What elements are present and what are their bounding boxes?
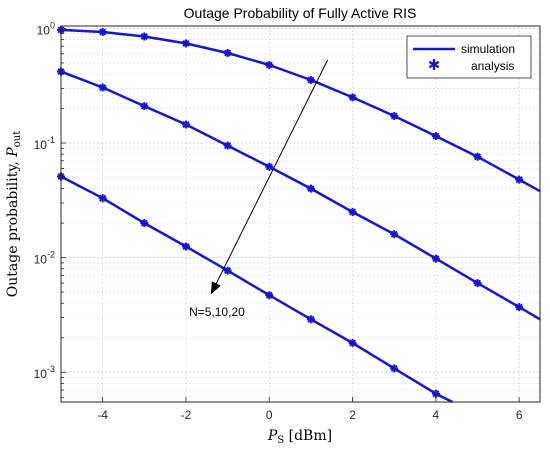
x-tick-label: -2 bbox=[181, 408, 192, 422]
y-tick-label: 10-3 bbox=[34, 364, 55, 381]
annotation-arrow-head bbox=[210, 281, 221, 295]
analysis-marker bbox=[140, 219, 149, 228]
analysis-marker bbox=[265, 162, 274, 171]
marker-stroke bbox=[432, 390, 440, 398]
analysis-marker bbox=[98, 83, 107, 92]
marker-stroke bbox=[224, 49, 232, 57]
analysis-marker bbox=[390, 112, 399, 120]
axis-ticks: -4 -2 0 2 4 6 100 10-1 10-2 10-3 bbox=[34, 20, 523, 422]
analysis-marker bbox=[348, 339, 357, 347]
analysis-marker bbox=[182, 39, 190, 48]
marker-stroke bbox=[473, 153, 482, 161]
marker-stroke bbox=[432, 132, 440, 140]
analysis-marker bbox=[348, 93, 357, 102]
legend-box bbox=[406, 35, 532, 79]
marker-stroke bbox=[99, 83, 107, 92]
marker-stroke bbox=[140, 32, 148, 41]
marker-stroke bbox=[140, 102, 148, 110]
marker-stroke bbox=[307, 315, 315, 323]
analysis-marker bbox=[306, 315, 315, 324]
analysis-marker bbox=[140, 102, 149, 111]
marker-stroke bbox=[140, 219, 148, 227]
analysis-marker bbox=[390, 230, 399, 239]
analysis-marker bbox=[223, 266, 232, 275]
analysis-marker bbox=[223, 141, 232, 150]
marker-stroke bbox=[390, 364, 398, 372]
marker-stroke bbox=[390, 230, 398, 238]
y-tick-label: 100 bbox=[37, 20, 55, 37]
analysis-marker bbox=[140, 32, 149, 41]
analysis-marker bbox=[390, 364, 399, 373]
y-axis-label: Outage probability, Pout bbox=[5, 131, 23, 297]
analysis-marker bbox=[515, 303, 524, 312]
analysis-marker bbox=[473, 279, 482, 288]
analysis-marker bbox=[265, 291, 274, 300]
legend-analysis-marker: ✱ bbox=[428, 56, 441, 74]
marker-stroke bbox=[432, 255, 440, 263]
analysis-marker bbox=[431, 254, 440, 263]
plot-background bbox=[61, 26, 540, 402]
analysis-marker bbox=[306, 76, 315, 84]
analysis-marker bbox=[515, 175, 524, 184]
marker-stroke bbox=[307, 76, 315, 84]
legend: simulation ✱ analysis bbox=[406, 35, 532, 79]
marker-stroke bbox=[390, 112, 398, 120]
analysis-marker bbox=[348, 208, 357, 216]
marker-stroke bbox=[473, 279, 482, 287]
marker-stroke bbox=[182, 39, 190, 47]
x-axis-label: PS [dBm] bbox=[267, 428, 332, 446]
marker-stroke bbox=[515, 176, 523, 184]
analysis-markers bbox=[57, 25, 524, 398]
marker-stroke bbox=[99, 194, 107, 202]
marker-stroke bbox=[224, 142, 232, 150]
x-tick-label: 0 bbox=[266, 408, 273, 422]
x-tick-label: -4 bbox=[97, 408, 108, 422]
marker-stroke bbox=[265, 163, 273, 171]
x-tick-label: 4 bbox=[433, 408, 440, 422]
analysis-marker bbox=[223, 49, 232, 57]
marker-stroke bbox=[349, 208, 357, 216]
annotation: N=5,10,20 bbox=[189, 59, 329, 319]
analysis-marker bbox=[431, 389, 440, 398]
analysis-marker bbox=[265, 61, 274, 69]
marker-stroke bbox=[265, 291, 273, 299]
marker-stroke bbox=[182, 242, 190, 251]
marker-stroke bbox=[182, 120, 190, 129]
legend-analysis-label: analysis bbox=[471, 59, 514, 73]
analysis-marker bbox=[182, 120, 190, 129]
analysis-marker bbox=[98, 28, 107, 36]
analysis-marker bbox=[473, 152, 482, 161]
marker-stroke bbox=[224, 267, 232, 275]
marker-stroke bbox=[99, 28, 107, 36]
marker-stroke bbox=[349, 93, 357, 101]
marker-stroke bbox=[349, 339, 357, 347]
analysis-marker bbox=[182, 242, 190, 251]
marker-stroke bbox=[515, 303, 523, 311]
legend-simulation-label: simulation bbox=[461, 42, 515, 56]
analysis-marker bbox=[431, 132, 440, 141]
annotation-arrow-line bbox=[210, 59, 329, 295]
y-tick-label: 10-2 bbox=[34, 250, 55, 267]
marker-stroke bbox=[307, 185, 315, 193]
x-tick-label: 2 bbox=[349, 408, 356, 422]
annotation-label: N=5,10,20 bbox=[189, 305, 245, 319]
y-tick-label: 10-1 bbox=[34, 135, 55, 152]
analysis-marker bbox=[306, 184, 315, 193]
chart-title: Outage Probability of Fully Active RIS bbox=[184, 5, 417, 21]
plot-frame bbox=[60, 25, 541, 403]
marker-stroke bbox=[265, 61, 273, 69]
x-tick-label: 6 bbox=[516, 408, 523, 422]
analysis-marker bbox=[98, 194, 107, 203]
